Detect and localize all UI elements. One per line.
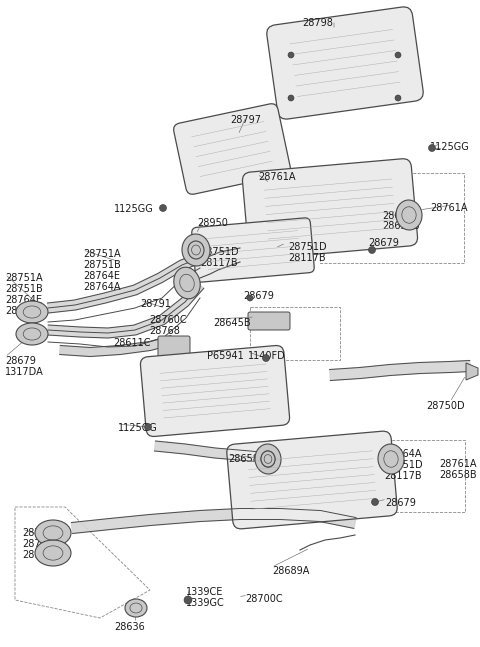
Text: 28650B: 28650B bbox=[382, 221, 420, 231]
Circle shape bbox=[369, 247, 375, 254]
Ellipse shape bbox=[174, 267, 200, 299]
Text: 28117B: 28117B bbox=[22, 550, 60, 560]
Text: P65941: P65941 bbox=[207, 351, 244, 361]
Ellipse shape bbox=[378, 444, 404, 474]
FancyBboxPatch shape bbox=[248, 312, 290, 330]
FancyBboxPatch shape bbox=[174, 104, 290, 194]
Text: 28764A: 28764A bbox=[83, 282, 120, 292]
Text: 28751D: 28751D bbox=[22, 539, 60, 549]
Text: 1125GG: 1125GG bbox=[118, 423, 158, 433]
Text: 28764A: 28764A bbox=[384, 449, 421, 459]
Text: 28751D: 28751D bbox=[288, 242, 326, 252]
Text: 28117B: 28117B bbox=[288, 253, 325, 263]
Text: 28689A: 28689A bbox=[272, 566, 310, 576]
FancyBboxPatch shape bbox=[192, 218, 314, 282]
Text: 28764E: 28764E bbox=[83, 271, 120, 281]
Text: 28764A: 28764A bbox=[5, 306, 43, 316]
Polygon shape bbox=[155, 441, 268, 463]
FancyBboxPatch shape bbox=[158, 336, 190, 358]
Polygon shape bbox=[60, 336, 173, 356]
Polygon shape bbox=[72, 509, 356, 534]
FancyBboxPatch shape bbox=[267, 7, 423, 119]
Text: 28665B: 28665B bbox=[382, 211, 420, 221]
Text: 28750D: 28750D bbox=[426, 401, 465, 411]
Text: 28791: 28791 bbox=[140, 299, 171, 309]
Ellipse shape bbox=[16, 301, 48, 323]
Text: 28679: 28679 bbox=[385, 498, 416, 508]
Circle shape bbox=[144, 424, 152, 430]
Ellipse shape bbox=[182, 234, 210, 266]
Text: 28761A: 28761A bbox=[258, 172, 296, 182]
Ellipse shape bbox=[188, 241, 204, 259]
Text: 28117B: 28117B bbox=[384, 471, 421, 481]
Text: 28751B: 28751B bbox=[83, 260, 121, 270]
FancyBboxPatch shape bbox=[141, 345, 289, 437]
Text: 28679: 28679 bbox=[5, 356, 36, 366]
Ellipse shape bbox=[16, 323, 48, 345]
Circle shape bbox=[395, 95, 401, 101]
Circle shape bbox=[263, 355, 269, 362]
Ellipse shape bbox=[261, 451, 275, 467]
Text: 1317DA: 1317DA bbox=[5, 367, 44, 377]
Ellipse shape bbox=[35, 520, 71, 546]
Text: 28764E: 28764E bbox=[5, 295, 42, 305]
Text: 28761A: 28761A bbox=[439, 459, 477, 469]
Circle shape bbox=[288, 95, 294, 101]
Circle shape bbox=[372, 498, 379, 505]
Circle shape bbox=[288, 52, 294, 58]
Text: 1125GG: 1125GG bbox=[430, 142, 470, 152]
Text: 28798: 28798 bbox=[302, 18, 334, 28]
Text: 28751A: 28751A bbox=[83, 249, 120, 259]
Text: 28751D: 28751D bbox=[384, 460, 422, 470]
Ellipse shape bbox=[35, 540, 71, 566]
Circle shape bbox=[395, 52, 401, 58]
Text: 28764A: 28764A bbox=[22, 528, 60, 538]
Text: 28700C: 28700C bbox=[245, 594, 283, 604]
Text: 28679: 28679 bbox=[243, 291, 274, 301]
Text: 28645B: 28645B bbox=[213, 318, 251, 328]
Text: 28117B: 28117B bbox=[200, 258, 238, 268]
Ellipse shape bbox=[255, 444, 281, 474]
Text: 28797: 28797 bbox=[230, 115, 262, 125]
Text: 28611C: 28611C bbox=[113, 338, 151, 348]
Text: 28751D: 28751D bbox=[200, 247, 239, 257]
Text: 28768: 28768 bbox=[149, 326, 180, 336]
Text: 28751B: 28751B bbox=[5, 284, 43, 294]
Text: 28658A: 28658A bbox=[228, 454, 265, 464]
Text: 28751A: 28751A bbox=[5, 273, 43, 283]
FancyBboxPatch shape bbox=[227, 431, 397, 529]
Circle shape bbox=[429, 144, 435, 151]
Ellipse shape bbox=[125, 599, 147, 617]
Text: 28658B: 28658B bbox=[439, 470, 477, 480]
Polygon shape bbox=[466, 363, 478, 380]
Text: 1140FD: 1140FD bbox=[248, 351, 286, 361]
Circle shape bbox=[184, 596, 192, 604]
Text: 1339CE: 1339CE bbox=[186, 587, 223, 597]
Circle shape bbox=[131, 603, 141, 613]
FancyBboxPatch shape bbox=[242, 159, 418, 259]
Polygon shape bbox=[48, 254, 202, 313]
Circle shape bbox=[247, 295, 253, 301]
Polygon shape bbox=[330, 360, 470, 380]
Ellipse shape bbox=[396, 200, 422, 230]
Text: 28950: 28950 bbox=[197, 218, 228, 228]
Text: 1339GC: 1339GC bbox=[186, 598, 225, 608]
Text: 28636: 28636 bbox=[115, 622, 145, 632]
Text: 1125GG: 1125GG bbox=[114, 204, 154, 214]
Text: 28760C: 28760C bbox=[149, 315, 187, 325]
Text: 28679: 28679 bbox=[368, 238, 399, 248]
Circle shape bbox=[159, 204, 167, 212]
Polygon shape bbox=[48, 281, 204, 338]
Text: 28761A: 28761A bbox=[431, 203, 468, 213]
